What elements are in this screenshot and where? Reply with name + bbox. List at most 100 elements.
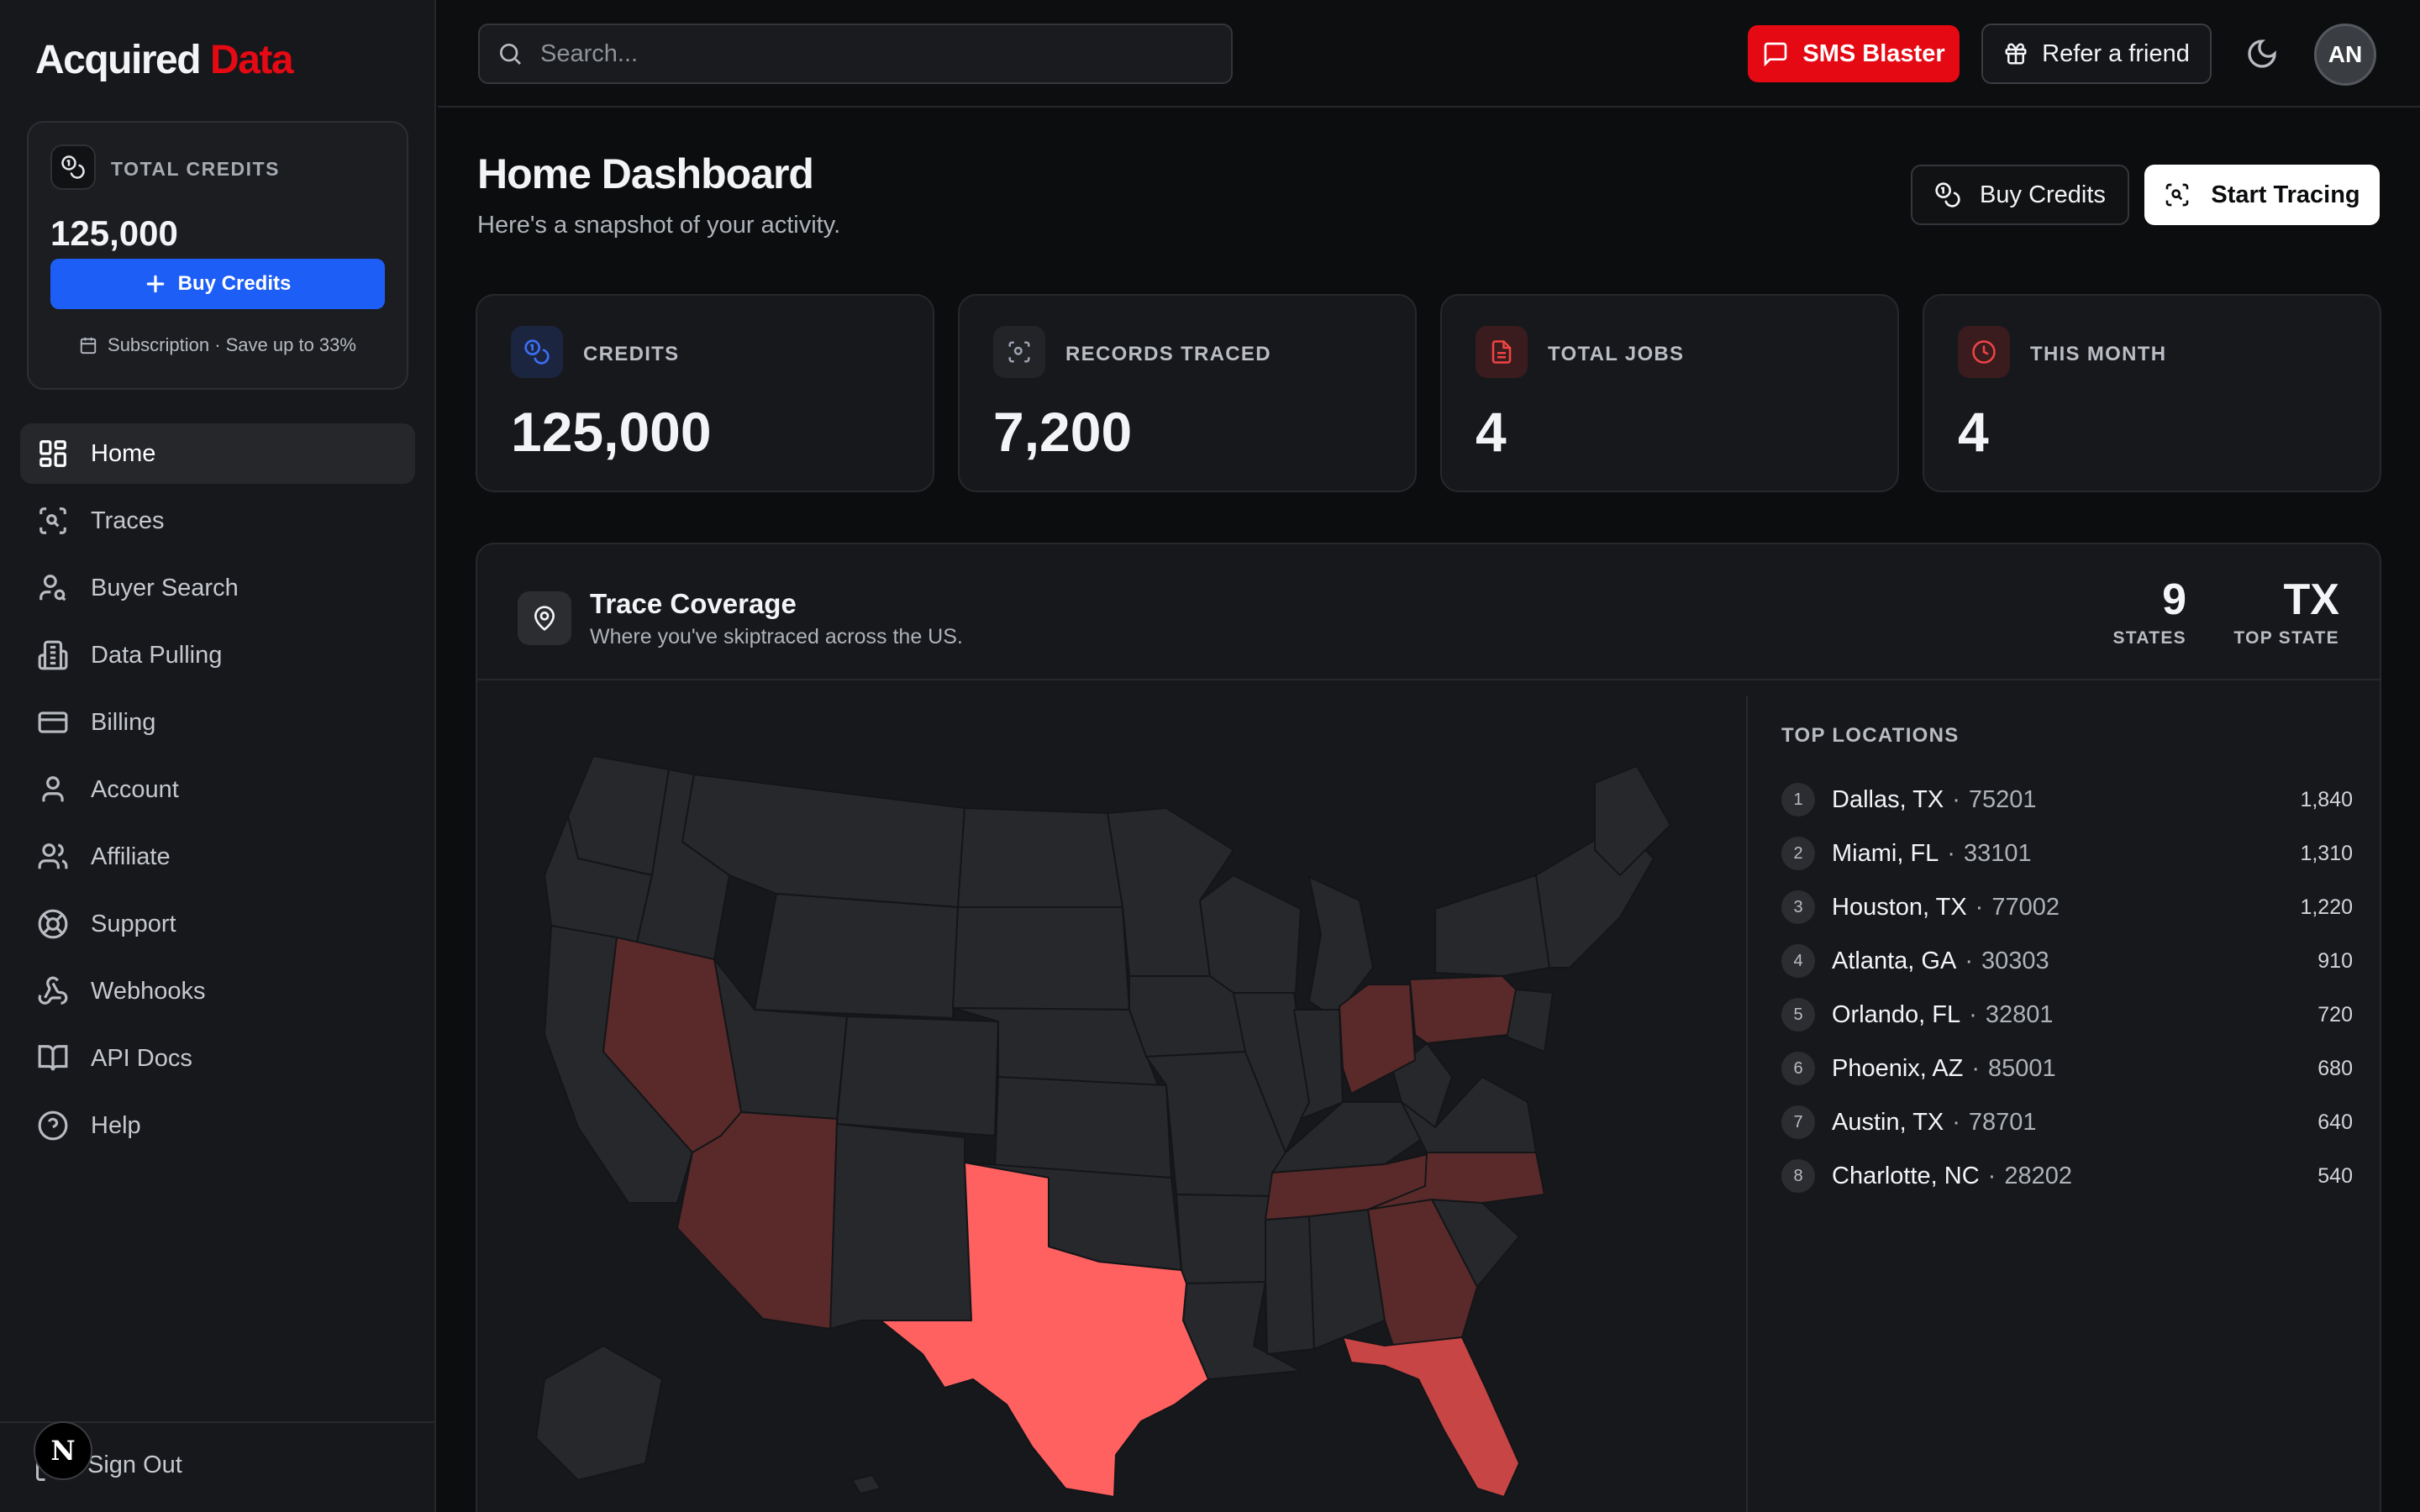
- list-item[interactable]: 4 Atlanta, GA · 30303 910: [1781, 934, 2353, 988]
- scan-icon: [993, 326, 1045, 378]
- state-fl: [1342, 1336, 1520, 1498]
- state-tx: [880, 1162, 1209, 1498]
- next-dev-badge[interactable]: N: [34, 1421, 92, 1480]
- location-zip: 32801: [1985, 1000, 2054, 1028]
- us-map[interactable]: [477, 682, 1746, 1512]
- sidebar-item-help[interactable]: Help: [20, 1095, 415, 1156]
- subscription-note: Subscription · Save up to 33%: [108, 334, 356, 355]
- avatar[interactable]: AN: [2314, 24, 2376, 86]
- state-sd: [952, 906, 1130, 1011]
- state-il: [1233, 992, 1310, 1153]
- separator-dot: ·: [1969, 1000, 1977, 1028]
- top-locations-title: TOP LOCATIONS: [1781, 724, 1960, 747]
- coverage-subtitle: Where you've skiptraced across the US.: [590, 625, 963, 648]
- sidebar-item-support[interactable]: Support: [20, 894, 415, 954]
- sidebar-item-label: Home: [91, 439, 156, 467]
- list-item[interactable]: 1 Dallas, TX · 75201 1,840: [1781, 773, 2353, 827]
- sidebar-item-billing[interactable]: Billing: [20, 692, 415, 753]
- coverage-header: Trace Coverage Where you've skiptraced a…: [477, 544, 2380, 680]
- state-nc: [1367, 1152, 1545, 1210]
- location-city: Houston, TX: [1832, 893, 1967, 921]
- location-zip: 75201: [1968, 785, 2037, 813]
- sign-out-button[interactable]: Sign Out: [87, 1452, 182, 1478]
- location-rank: 5: [1781, 998, 1815, 1032]
- brand-logo[interactable]: Acquired Data: [35, 37, 294, 83]
- sidebar-footer: [0, 1421, 436, 1512]
- states-value: 9: [2162, 575, 2186, 624]
- search-input[interactable]: [540, 39, 1213, 68]
- state-me: [1594, 765, 1671, 876]
- separator-dot: ·: [1987, 1162, 1996, 1189]
- gift-icon: [2005, 43, 2027, 65]
- calendar-icon: [80, 337, 97, 354]
- list-item[interactable]: 3 Houston, TX · 77002 1,220: [1781, 880, 2353, 934]
- brand-name: Acquired: [35, 38, 202, 82]
- sidebar-item-affiliate[interactable]: Affiliate: [20, 827, 415, 887]
- list-item[interactable]: 6 Phoenix, AZ · 85001 680: [1781, 1042, 2353, 1095]
- sidebar-item-data-pulling[interactable]: Data Pulling: [20, 625, 415, 685]
- search-icon: [500, 44, 521, 65]
- separator-dot: ·: [1965, 947, 1973, 974]
- top-state-label: TOP STATE: [2233, 628, 2339, 648]
- buy-credits-button[interactable]: Buy Credits: [1911, 165, 2129, 225]
- subscription-link[interactable]: Subscription · Save up to 33%: [29, 334, 407, 356]
- sidebar-item-webhooks[interactable]: Webhooks: [20, 961, 415, 1021]
- stat-label: CREDITS: [583, 343, 680, 365]
- state-ar: [1176, 1194, 1273, 1284]
- location-city: Orlando, FL: [1832, 1000, 1961, 1028]
- list-item[interactable]: 8 Charlotte, NC · 28202 540: [1781, 1149, 2353, 1203]
- top-locations-list: TOP LOCATIONS 1 Dallas, TX · 75201 1,840…: [1781, 724, 2353, 1203]
- stat-label: THIS MONTH: [2030, 343, 2167, 365]
- sidebar-item-label: Support: [91, 910, 176, 937]
- location-zip: 30303: [1981, 947, 2049, 974]
- moon-icon[interactable]: [2245, 37, 2279, 71]
- location-count: 540: [2317, 1163, 2353, 1188]
- sidebar-item-api-docs[interactable]: API Docs: [20, 1028, 415, 1089]
- users-icon: [38, 843, 68, 869]
- user-icon: [42, 776, 64, 802]
- stat-card-credits: CREDITS 125,000: [476, 294, 934, 492]
- panel-divider: [1746, 696, 1748, 1512]
- location-rank: 7: [1781, 1105, 1815, 1139]
- sidebar-buy-credits-button[interactable]: Buy Credits: [50, 259, 385, 309]
- search-bar[interactable]: [478, 24, 1233, 84]
- list-item[interactable]: 7 Austin, TX · 78701 640: [1781, 1095, 2353, 1149]
- start-tracing-button[interactable]: Start Tracing: [2144, 165, 2380, 225]
- location-rank: 2: [1781, 837, 1815, 870]
- sidebar-buy-credits-label: Buy Credits: [177, 272, 292, 295]
- sidebar-item-label: Help: [91, 1111, 141, 1139]
- sidebar-item-traces[interactable]: Traces: [20, 491, 415, 551]
- list-item[interactable]: 2 Miami, FL · 33101 1,310: [1781, 827, 2353, 880]
- state-ak: [535, 1345, 663, 1481]
- separator-dot: ·: [1947, 839, 1955, 867]
- sidebar-item-buyer-search[interactable]: Buyer Search: [20, 558, 415, 618]
- separator-dot: ·: [1975, 893, 1984, 921]
- sidebar-item-home[interactable]: Home: [20, 423, 415, 484]
- location-zip: 28202: [2004, 1162, 2072, 1189]
- state-in: [1293, 1009, 1344, 1120]
- list-item[interactable]: 5 Orlando, FL · 32801 720: [1781, 988, 2353, 1042]
- location-count: 680: [2317, 1056, 2353, 1080]
- location-rank: 8: [1781, 1159, 1815, 1193]
- location-count: 1,310: [2300, 841, 2353, 865]
- location-city: Phoenix, AZ: [1832, 1054, 1964, 1082]
- coins-icon: [511, 326, 563, 378]
- location-zip: 33101: [1963, 839, 2032, 867]
- sidebar-item-account[interactable]: Account: [20, 759, 415, 820]
- state-ms: [1265, 1215, 1315, 1355]
- sms-blaster-label: SMS Blaster: [1802, 39, 1945, 67]
- coverage-title: Trace Coverage: [590, 588, 797, 619]
- refer-friend-button[interactable]: Refer a friend: [1981, 24, 2212, 84]
- message-icon: [1765, 42, 1787, 67]
- sidebar-item-label: Billing: [91, 708, 156, 736]
- book-icon: [38, 1045, 68, 1071]
- file-icon: [1476, 326, 1528, 378]
- sms-blaster-button[interactable]: SMS Blaster: [1748, 25, 1960, 82]
- buy-credits-label: Buy Credits: [1980, 181, 2106, 208]
- location-zip: 77002: [1991, 893, 2060, 921]
- location-zip: 78701: [1968, 1108, 2037, 1136]
- brand-accent: Data: [210, 38, 294, 82]
- stat-value: 7,200: [993, 401, 1133, 463]
- scan-icon: [2166, 183, 2189, 207]
- building-icon: [38, 640, 68, 670]
